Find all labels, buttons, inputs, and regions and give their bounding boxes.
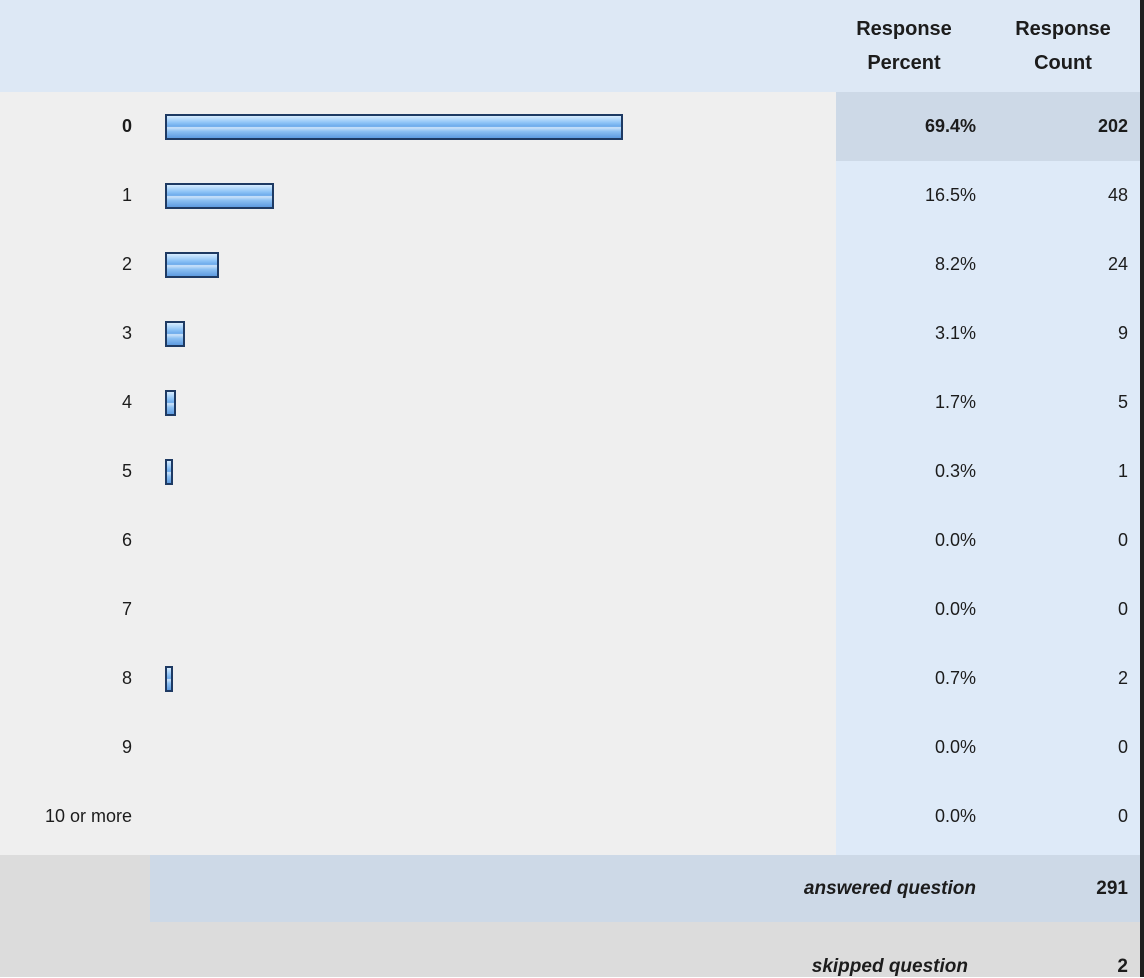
- category-label: 0: [121, 116, 132, 136]
- table-right-border: [1140, 0, 1144, 977]
- bar-chart-area: [0, 92, 836, 855]
- answered-question-label: answered question: [803, 877, 976, 899]
- response-percent: 0.0%: [934, 737, 976, 757]
- category-label: 7: [121, 599, 132, 619]
- bar: [165, 114, 623, 140]
- table-row: 4 1.7% 5: [0, 368, 1140, 437]
- header-response-percent: Response Percent: [856, 18, 952, 74]
- response-count: 0: [1117, 737, 1128, 757]
- category-label: 9: [121, 737, 132, 757]
- table-row: 5 0.3% 1: [0, 437, 1140, 506]
- category-label: 1: [121, 185, 132, 205]
- response-percent: 0.3%: [934, 461, 976, 481]
- skipped-question-label: skipped question: [811, 956, 968, 977]
- response-percent: 0.0%: [934, 530, 976, 550]
- table-row: 2 8.2% 24: [0, 230, 1140, 299]
- response-count: 0: [1117, 599, 1128, 619]
- bar: [165, 252, 219, 278]
- table-row: 8 0.7% 2: [0, 644, 1140, 713]
- category-label: 3: [121, 323, 132, 343]
- category-label: 10 or more: [44, 806, 132, 826]
- table-row: 6 0.0% 0: [0, 506, 1140, 575]
- table-row: 10 or more 0.0% 0: [0, 782, 1140, 851]
- header-response-count: Response Count: [1015, 18, 1111, 74]
- response-percent: 0.0%: [934, 599, 976, 619]
- response-percent: 0.0%: [934, 806, 976, 826]
- response-count: 24: [1107, 254, 1128, 274]
- table-header: [0, 0, 1140, 92]
- category-label: 5: [121, 461, 132, 481]
- table-row: 7 0.0% 0: [0, 575, 1140, 644]
- table-row: 3 3.1% 9: [0, 299, 1140, 368]
- response-count: 2: [1117, 668, 1128, 688]
- table-row: 1 16.5% 48: [0, 161, 1140, 230]
- bar: [165, 459, 173, 485]
- category-label: 2: [121, 254, 132, 274]
- bar: [165, 183, 274, 209]
- bar: [165, 321, 185, 347]
- category-label: 8: [121, 668, 132, 688]
- answered-row: [150, 855, 1140, 922]
- table-row: 0 69.4% 202: [0, 92, 1140, 161]
- response-count: 0: [1117, 806, 1128, 826]
- response-count: 5: [1117, 392, 1128, 412]
- response-count: 1: [1117, 461, 1128, 481]
- skipped-question-count: 2: [1117, 956, 1128, 977]
- response-percent: 16.5%: [924, 185, 976, 205]
- response-count: 202: [1097, 116, 1128, 136]
- response-count: 48: [1107, 185, 1128, 205]
- bar: [165, 666, 173, 692]
- response-percent: 0.7%: [934, 668, 976, 688]
- response-count: 9: [1117, 323, 1128, 343]
- response-count: 0: [1117, 530, 1128, 550]
- answered-question-count: 291: [1096, 877, 1128, 899]
- response-percent: 1.7%: [934, 392, 976, 412]
- category-label: 6: [121, 530, 132, 550]
- values-column: [836, 92, 1140, 855]
- response-percent: 8.2%: [934, 254, 976, 274]
- table-row: 9 0.0% 0: [0, 713, 1140, 782]
- response-percent: 3.1%: [934, 323, 976, 343]
- bar: [165, 390, 176, 416]
- row-highlight: [836, 92, 1140, 161]
- category-label: 4: [121, 392, 132, 412]
- response-percent: 69.4%: [924, 116, 976, 136]
